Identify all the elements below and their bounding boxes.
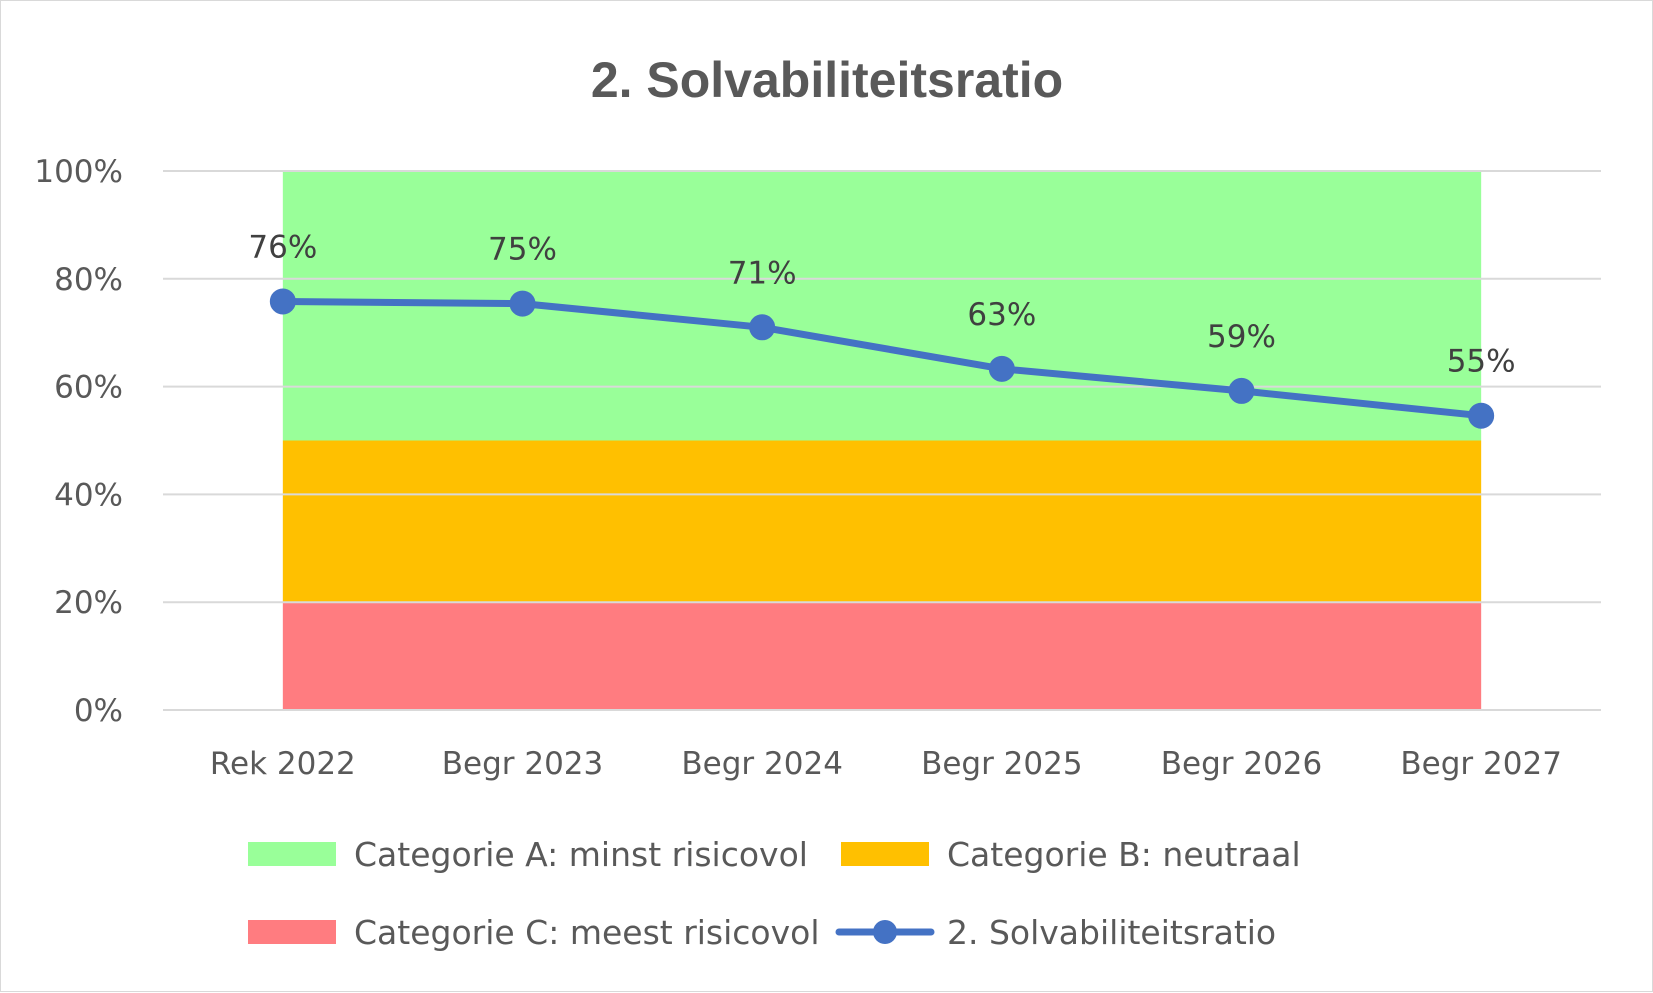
data-label: 63% [967, 297, 1036, 333]
data-label: 59% [1207, 319, 1276, 355]
data-label: 76% [248, 229, 317, 265]
series-line [279, 297, 1485, 420]
y-tick-label: 80% [54, 262, 123, 298]
y-tick-label: 100% [34, 154, 123, 190]
series-points [269, 288, 1495, 429]
data-label: 55% [1447, 344, 1516, 380]
band-1 [282, 440, 1482, 603]
data-point [269, 288, 296, 315]
data-point [1228, 377, 1255, 404]
y-tick-label: 20% [54, 585, 123, 621]
y-axis-ticks: 0% 20% 40% 60% 80% 100% [34, 154, 123, 729]
legend-label: Categorie B: neutraal [947, 835, 1301, 874]
legend-label: Categorie A: minst risicovol [354, 835, 808, 874]
legend-swatch [248, 842, 336, 866]
x-tick-label: Begr 2027 [1400, 746, 1562, 782]
legend-swatch [248, 920, 336, 944]
data-labels: 76% 75% 71% 63% 59% 55% [248, 229, 1515, 379]
legend: Categorie A: minst risicovol Categorie B:… [248, 835, 1301, 952]
band-0 [282, 602, 1482, 710]
x-tick-label: Begr 2024 [681, 746, 843, 782]
data-point [749, 314, 776, 341]
x-tick-label: Rek 2022 [210, 746, 356, 782]
series-line-path [279, 297, 1485, 420]
legend-marker [873, 920, 897, 944]
data-label: 71% [728, 255, 797, 291]
gridlines [163, 170, 1601, 711]
x-tick-label: Begr 2023 [442, 746, 604, 782]
legend-label: Categorie C: meest risicovol [354, 913, 820, 952]
legend-label: 2. Solvabiliteitsratio [947, 913, 1276, 952]
legend-item: 2. Solvabiliteitsratio [835, 913, 1276, 952]
y-tick-label: 0% [74, 693, 123, 729]
legend-item: Categorie B: neutraal [841, 835, 1301, 874]
data-point [988, 355, 1015, 382]
y-tick-label: 60% [54, 370, 123, 406]
category-bands [282, 171, 1482, 710]
data-label: 75% [488, 232, 557, 268]
legend-item: Categorie A: minst risicovol [248, 835, 808, 874]
x-tick-label: Begr 2025 [921, 746, 1083, 782]
x-axis-ticks: Rek 2022 Begr 2023 Begr 2024 Begr 2025 Begr … [210, 746, 1562, 782]
legend-swatch [841, 842, 929, 866]
x-tick-label: Begr 2026 [1161, 746, 1323, 782]
data-point [1468, 402, 1495, 429]
y-tick-label: 40% [54, 477, 123, 513]
chart-title: 2. Solvabiliteitsratio [591, 52, 1063, 108]
data-point [509, 290, 536, 317]
legend-item: Categorie C: meest risicovol [248, 913, 820, 952]
